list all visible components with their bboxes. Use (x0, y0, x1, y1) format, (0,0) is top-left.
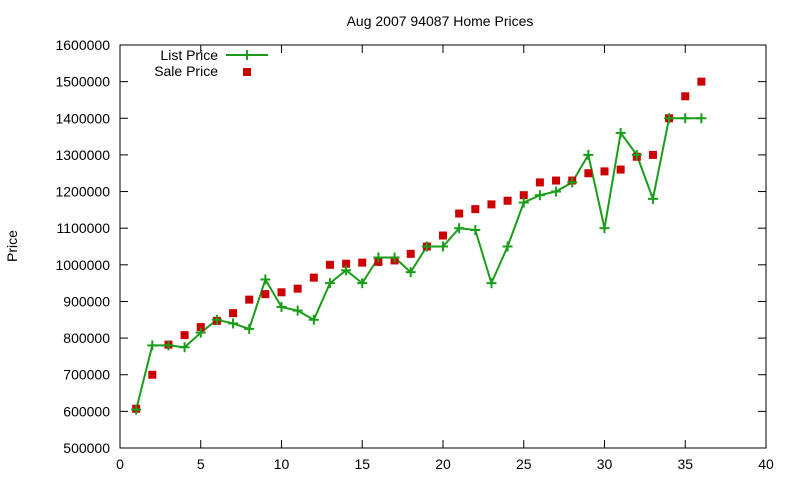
list-price-point-16 (373, 252, 384, 263)
sale-price-point-4 (180, 331, 189, 340)
list-price-point-25 (518, 197, 529, 208)
list-price-line (135, 117, 702, 410)
list-price-point-29 (583, 149, 594, 160)
sale-price-point-31 (616, 165, 625, 174)
y-tick-label-500000: 500000 (63, 440, 110, 456)
sale-price-point-5 (196, 323, 205, 332)
list-price-point-5 (195, 327, 206, 338)
list-price-point-20 (438, 241, 448, 252)
list-price-point-34 (664, 113, 675, 124)
sale-price-point-26 (535, 178, 544, 187)
y-tick-label-900000: 900000 (63, 293, 110, 309)
list-price-point-33 (647, 193, 658, 204)
list-price-point-15 (357, 278, 368, 289)
x-tick-label-30: 30 (597, 456, 613, 472)
list-price-point-31 (615, 127, 626, 138)
sale-price-point-12 (309, 273, 318, 282)
list-price-point-23 (486, 278, 497, 289)
y-tick-label-1600000: 1600000 (55, 37, 110, 53)
x-tick-label-5: 5 (197, 456, 205, 472)
list-price-point-24 (502, 241, 513, 252)
sale-price-point-21 (455, 209, 464, 218)
sale-price-point-20 (439, 231, 447, 240)
x-tick-label-35: 35 (677, 456, 693, 472)
y-tick-label-1100000: 1100000 (57, 220, 111, 236)
y-tick-label-1500000: 1500000 (55, 74, 110, 90)
list-price-point-11 (292, 305, 303, 316)
list-price-point-19 (421, 241, 432, 252)
sale-price-point-8 (245, 295, 254, 304)
list-price-point-14 (341, 265, 352, 276)
x-tick-label-10: 10 (274, 456, 290, 472)
sale-price-point-15 (358, 258, 367, 267)
sale-price-point-14 (342, 259, 351, 268)
x-tick-label-40: 40 (758, 456, 774, 472)
series-layer (131, 77, 707, 415)
sale-price-point-29 (584, 169, 593, 178)
sale-price-point-30 (600, 167, 609, 176)
list-price-point-6 (211, 314, 222, 325)
list-price-point-4 (179, 342, 190, 353)
sale-price-point-18 (406, 249, 415, 258)
y-tick-label-700000: 700000 (63, 367, 110, 383)
x-tick-label-25: 25 (516, 456, 532, 472)
list-price-point-12 (308, 314, 319, 325)
list-price-point-36 (696, 113, 707, 124)
y-tick-label-1000000: 1000000 (55, 257, 110, 273)
sale-price-point-36 (697, 77, 706, 86)
sale-price-point-13 (325, 260, 334, 269)
list-price-point-32 (631, 149, 642, 160)
sale-price-point-10 (277, 288, 286, 297)
list-price-point-21 (454, 223, 465, 234)
sale-price-point-2 (148, 370, 157, 379)
x-tick-label-0: 0 (116, 456, 124, 472)
list-price-point-8 (244, 323, 255, 334)
y-tick-label-600000: 600000 (63, 403, 110, 419)
list-price-point-9 (260, 274, 271, 285)
sale-price-point-11 (293, 284, 302, 293)
list-price-point-1 (131, 404, 142, 415)
sale-price-point-25 (519, 191, 528, 200)
y-tick-label-1300000: 1300000 (55, 147, 110, 163)
sale-price-point-22 (471, 205, 480, 214)
sale-price-point-27 (552, 176, 561, 185)
legend-label-list-price: List Price (160, 47, 218, 63)
x-tick-label-20: 20 (435, 456, 451, 472)
list-price-point-30 (599, 223, 610, 234)
sale-price-point-33 (648, 150, 657, 159)
axis-ticks: 0 5 10 15 20 25 30 35 40 500000 600000 700000 800000… (55, 37, 774, 472)
y-tick-label-1200000: 1200000 (55, 184, 110, 200)
list-price-point-35 (680, 113, 691, 124)
list-price-point-26 (534, 190, 545, 201)
legend-marker-list-price (242, 50, 252, 60)
sale-price-point-7 (229, 309, 238, 318)
chart-title: Aug 2007 94087 Home Prices (347, 13, 534, 29)
sale-price-point-9 (261, 290, 270, 299)
y-axis-label: Price (4, 230, 20, 262)
y-tick-label-1400000: 1400000 (55, 110, 110, 126)
y-tick-label-800000: 800000 (63, 330, 110, 346)
list-price-point-22 (470, 225, 481, 236)
legend-label-sale-price: Sale Price (154, 63, 218, 79)
list-price-point-17 (389, 252, 400, 263)
list-price-point-13 (324, 278, 335, 289)
list-price-point-27 (551, 186, 562, 197)
list-price-point-3 (163, 340, 174, 351)
sale-price-point-35 (681, 92, 690, 101)
list-price-point-7 (228, 318, 239, 329)
list-price-point-18 (405, 267, 416, 278)
x-tick-label-15: 15 (354, 456, 370, 472)
list-price-point-10 (276, 301, 287, 312)
list-price-point-28 (567, 177, 578, 188)
sale-price-point-24 (503, 196, 512, 205)
legend-marker-sale-price (243, 68, 251, 76)
sale-price-point-23 (487, 200, 496, 209)
list-price-point-2 (147, 340, 158, 351)
